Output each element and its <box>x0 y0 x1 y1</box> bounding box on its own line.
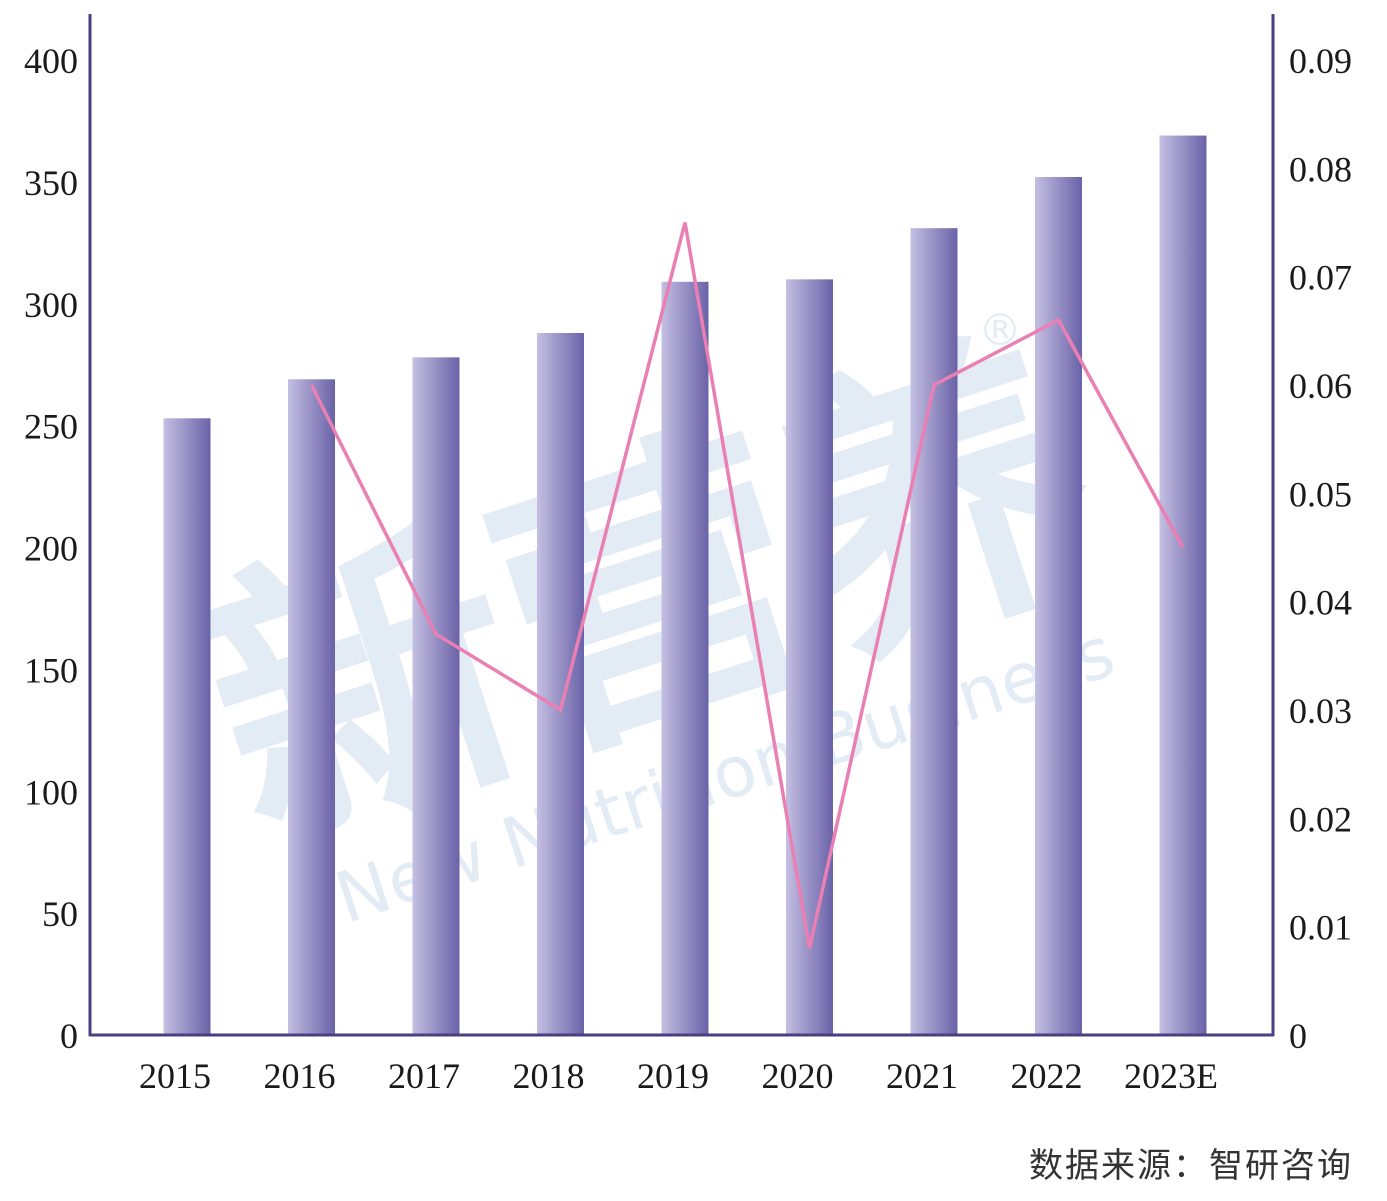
line-series <box>309 222 1185 949</box>
x-tick-2023E: 2023E <box>1124 1056 1218 1096</box>
y-right-tick-0: 0 <box>1289 1016 1307 1056</box>
source-note: 数据来源：智研咨询 <box>1029 1146 1353 1186</box>
x-tick-2021: 2021 <box>886 1056 958 1096</box>
x-tick-2015: 2015 <box>139 1056 211 1096</box>
y-left-tick-200: 200 <box>24 529 78 569</box>
y-right-tick-0.05: 0.05 <box>1289 474 1352 514</box>
y-right-tick-0.08: 0.08 <box>1289 149 1352 189</box>
watermark-registered-mark: ® <box>978 305 1022 356</box>
x-tick-2020: 2020 <box>762 1056 834 1096</box>
y-right-tick-0.09: 0.09 <box>1289 41 1352 81</box>
y-left-tick-150: 150 <box>24 650 78 690</box>
y-left-tick-350: 350 <box>24 163 78 203</box>
y-left-tick-0: 0 <box>60 1016 78 1056</box>
bar-2017 <box>412 357 460 1035</box>
x-tick-2017: 2017 <box>388 1056 460 1096</box>
bar-2018 <box>537 333 584 1035</box>
bar-2019 <box>661 281 709 1035</box>
y-left-tick-400: 400 <box>24 41 78 81</box>
bar-2023E <box>1159 135 1207 1035</box>
y-right-tick-0.02: 0.02 <box>1289 799 1352 839</box>
y-left-tick-50: 50 <box>42 894 78 934</box>
y-right-tick-0.01: 0.01 <box>1289 908 1352 948</box>
y-left-tick-250: 250 <box>24 407 78 447</box>
y-right-tick-0.06: 0.06 <box>1289 366 1352 406</box>
bar-2020 <box>786 279 833 1035</box>
x-tick-2016: 2016 <box>264 1056 336 1096</box>
right-axis-ticks: 0 0.01 0.02 0.03 0.04 0.05 0.06 0.07 0.08 0.09 <box>1289 41 1352 1056</box>
bar-2015 <box>163 418 211 1035</box>
y-right-tick-0.07: 0.07 <box>1289 258 1352 298</box>
left-axis-ticks: 0 50 100 150 200 250 300 350 400 <box>24 41 78 1056</box>
bar-series <box>163 135 1207 1035</box>
y-right-tick-0.04: 0.04 <box>1289 583 1352 623</box>
y-left-tick-100: 100 <box>24 772 78 812</box>
line-path <box>309 222 1185 949</box>
y-left-tick-300: 300 <box>24 285 78 325</box>
x-tick-2019: 2019 <box>637 1056 709 1096</box>
bar-2022 <box>1035 177 1082 1035</box>
x-axis-ticks: 2015 2016 2017 2018 2019 2020 2021 2022 2023E <box>139 1056 1218 1096</box>
x-tick-2018: 2018 <box>513 1056 585 1096</box>
bar-2016 <box>288 379 335 1035</box>
x-tick-2022: 2022 <box>1011 1056 1083 1096</box>
bar-2021 <box>910 228 958 1035</box>
y-right-tick-0.03: 0.03 <box>1289 691 1352 731</box>
